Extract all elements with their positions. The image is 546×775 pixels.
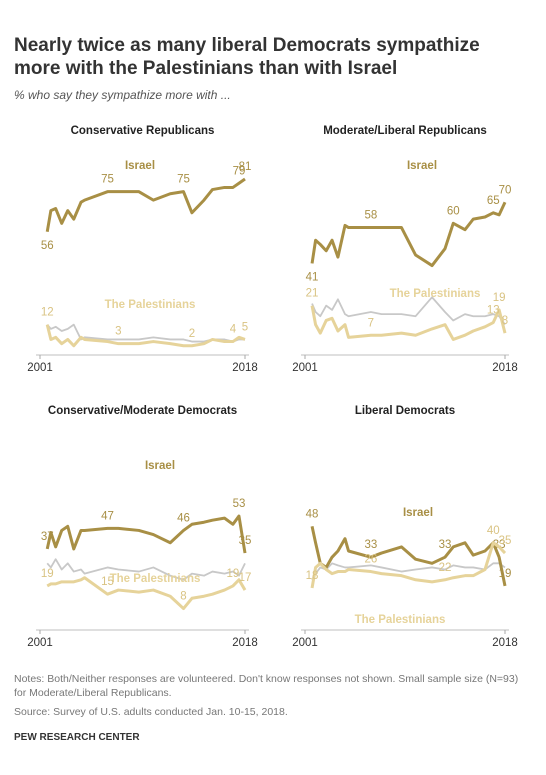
data-label: 7 xyxy=(368,317,374,329)
series-name: The Palestinians xyxy=(355,614,446,626)
series-line xyxy=(310,541,507,589)
series-line xyxy=(310,201,507,268)
data-label: 3 xyxy=(115,326,121,338)
series-line xyxy=(46,558,246,581)
subtitle: % who say they sympathize more with ... xyxy=(14,88,231,102)
notes: Notes: Both/Neither responses are volunt… xyxy=(14,673,519,699)
data-label: 75 xyxy=(177,174,190,186)
panel-title: Conservative/Moderate Democrats xyxy=(48,405,237,417)
data-label: 19 xyxy=(499,568,512,580)
data-label: 13 xyxy=(487,305,500,317)
panel-title: Conservative Republicans xyxy=(71,125,215,137)
series-name: Israel xyxy=(407,160,437,172)
x-tick-label: 2018 xyxy=(492,637,518,649)
data-label: 19 xyxy=(41,568,54,580)
series-line xyxy=(311,296,506,326)
data-label: 22 xyxy=(439,562,452,574)
data-label: 79 xyxy=(233,165,246,177)
series-name: The Palestinians xyxy=(110,573,201,585)
series-line xyxy=(46,576,247,611)
panel-title: Moderate/Liberal Republicans xyxy=(323,125,487,137)
source: Source: Survey of U.S. adults conducted … xyxy=(14,706,288,718)
data-label: 19 xyxy=(227,568,240,580)
series-name: The Palestinians xyxy=(390,288,481,300)
footer: PEW RESEARCH CENTER xyxy=(14,732,140,743)
series-line xyxy=(311,562,506,581)
data-label: 21 xyxy=(306,288,319,300)
data-label: 58 xyxy=(364,210,377,222)
data-label: 19 xyxy=(493,292,506,304)
data-label: 15 xyxy=(101,576,114,588)
series-line xyxy=(45,324,246,348)
x-tick-label: 2001 xyxy=(292,637,318,649)
data-label: 47 xyxy=(101,510,114,522)
data-label: 8 xyxy=(180,591,186,603)
x-tick-label: 2018 xyxy=(232,362,258,374)
data-label: 75 xyxy=(101,174,114,186)
series-line xyxy=(45,514,247,554)
data-label: 41 xyxy=(306,271,319,283)
x-tick-label: 2018 xyxy=(232,637,258,649)
data-label: 4 xyxy=(230,324,237,336)
series-line xyxy=(310,305,507,341)
data-label: 26 xyxy=(364,554,377,566)
x-tick-label: 2001 xyxy=(27,362,53,374)
series-line xyxy=(310,526,507,587)
data-label: 46 xyxy=(177,512,190,524)
series-name: The Palestinians xyxy=(105,299,196,311)
data-label: 56 xyxy=(41,240,54,252)
x-tick-label: 2001 xyxy=(292,362,318,374)
data-label: 18 xyxy=(306,570,319,582)
data-label: 2 xyxy=(189,328,195,340)
data-label: 37 xyxy=(41,531,54,543)
series-line xyxy=(45,177,246,233)
x-tick-label: 2018 xyxy=(492,362,518,374)
data-label: 53 xyxy=(233,498,246,510)
series-name: Israel xyxy=(403,507,433,519)
data-label: 70 xyxy=(499,184,512,196)
data-label: 48 xyxy=(306,508,319,520)
panel-title: Liberal Democrats xyxy=(355,405,455,417)
data-label: 81 xyxy=(239,161,252,173)
data-label: 35 xyxy=(499,535,512,547)
data-label: 12 xyxy=(41,307,54,319)
data-label: 65 xyxy=(487,195,500,207)
data-label: 5 xyxy=(242,321,248,333)
data-label: 60 xyxy=(447,205,460,217)
title: Nearly twice as many liberal Democrats s… xyxy=(14,35,480,79)
series-name: Israel xyxy=(125,160,155,172)
data-label: 33 xyxy=(439,539,452,551)
data-label: 8 xyxy=(502,315,508,327)
series-name: Israel xyxy=(145,460,175,472)
data-label: 40 xyxy=(487,525,500,537)
x-tick-label: 2001 xyxy=(27,637,53,649)
data-label: 35 xyxy=(239,535,252,547)
data-label: 17 xyxy=(239,572,252,584)
data-label: 33 xyxy=(364,539,377,551)
